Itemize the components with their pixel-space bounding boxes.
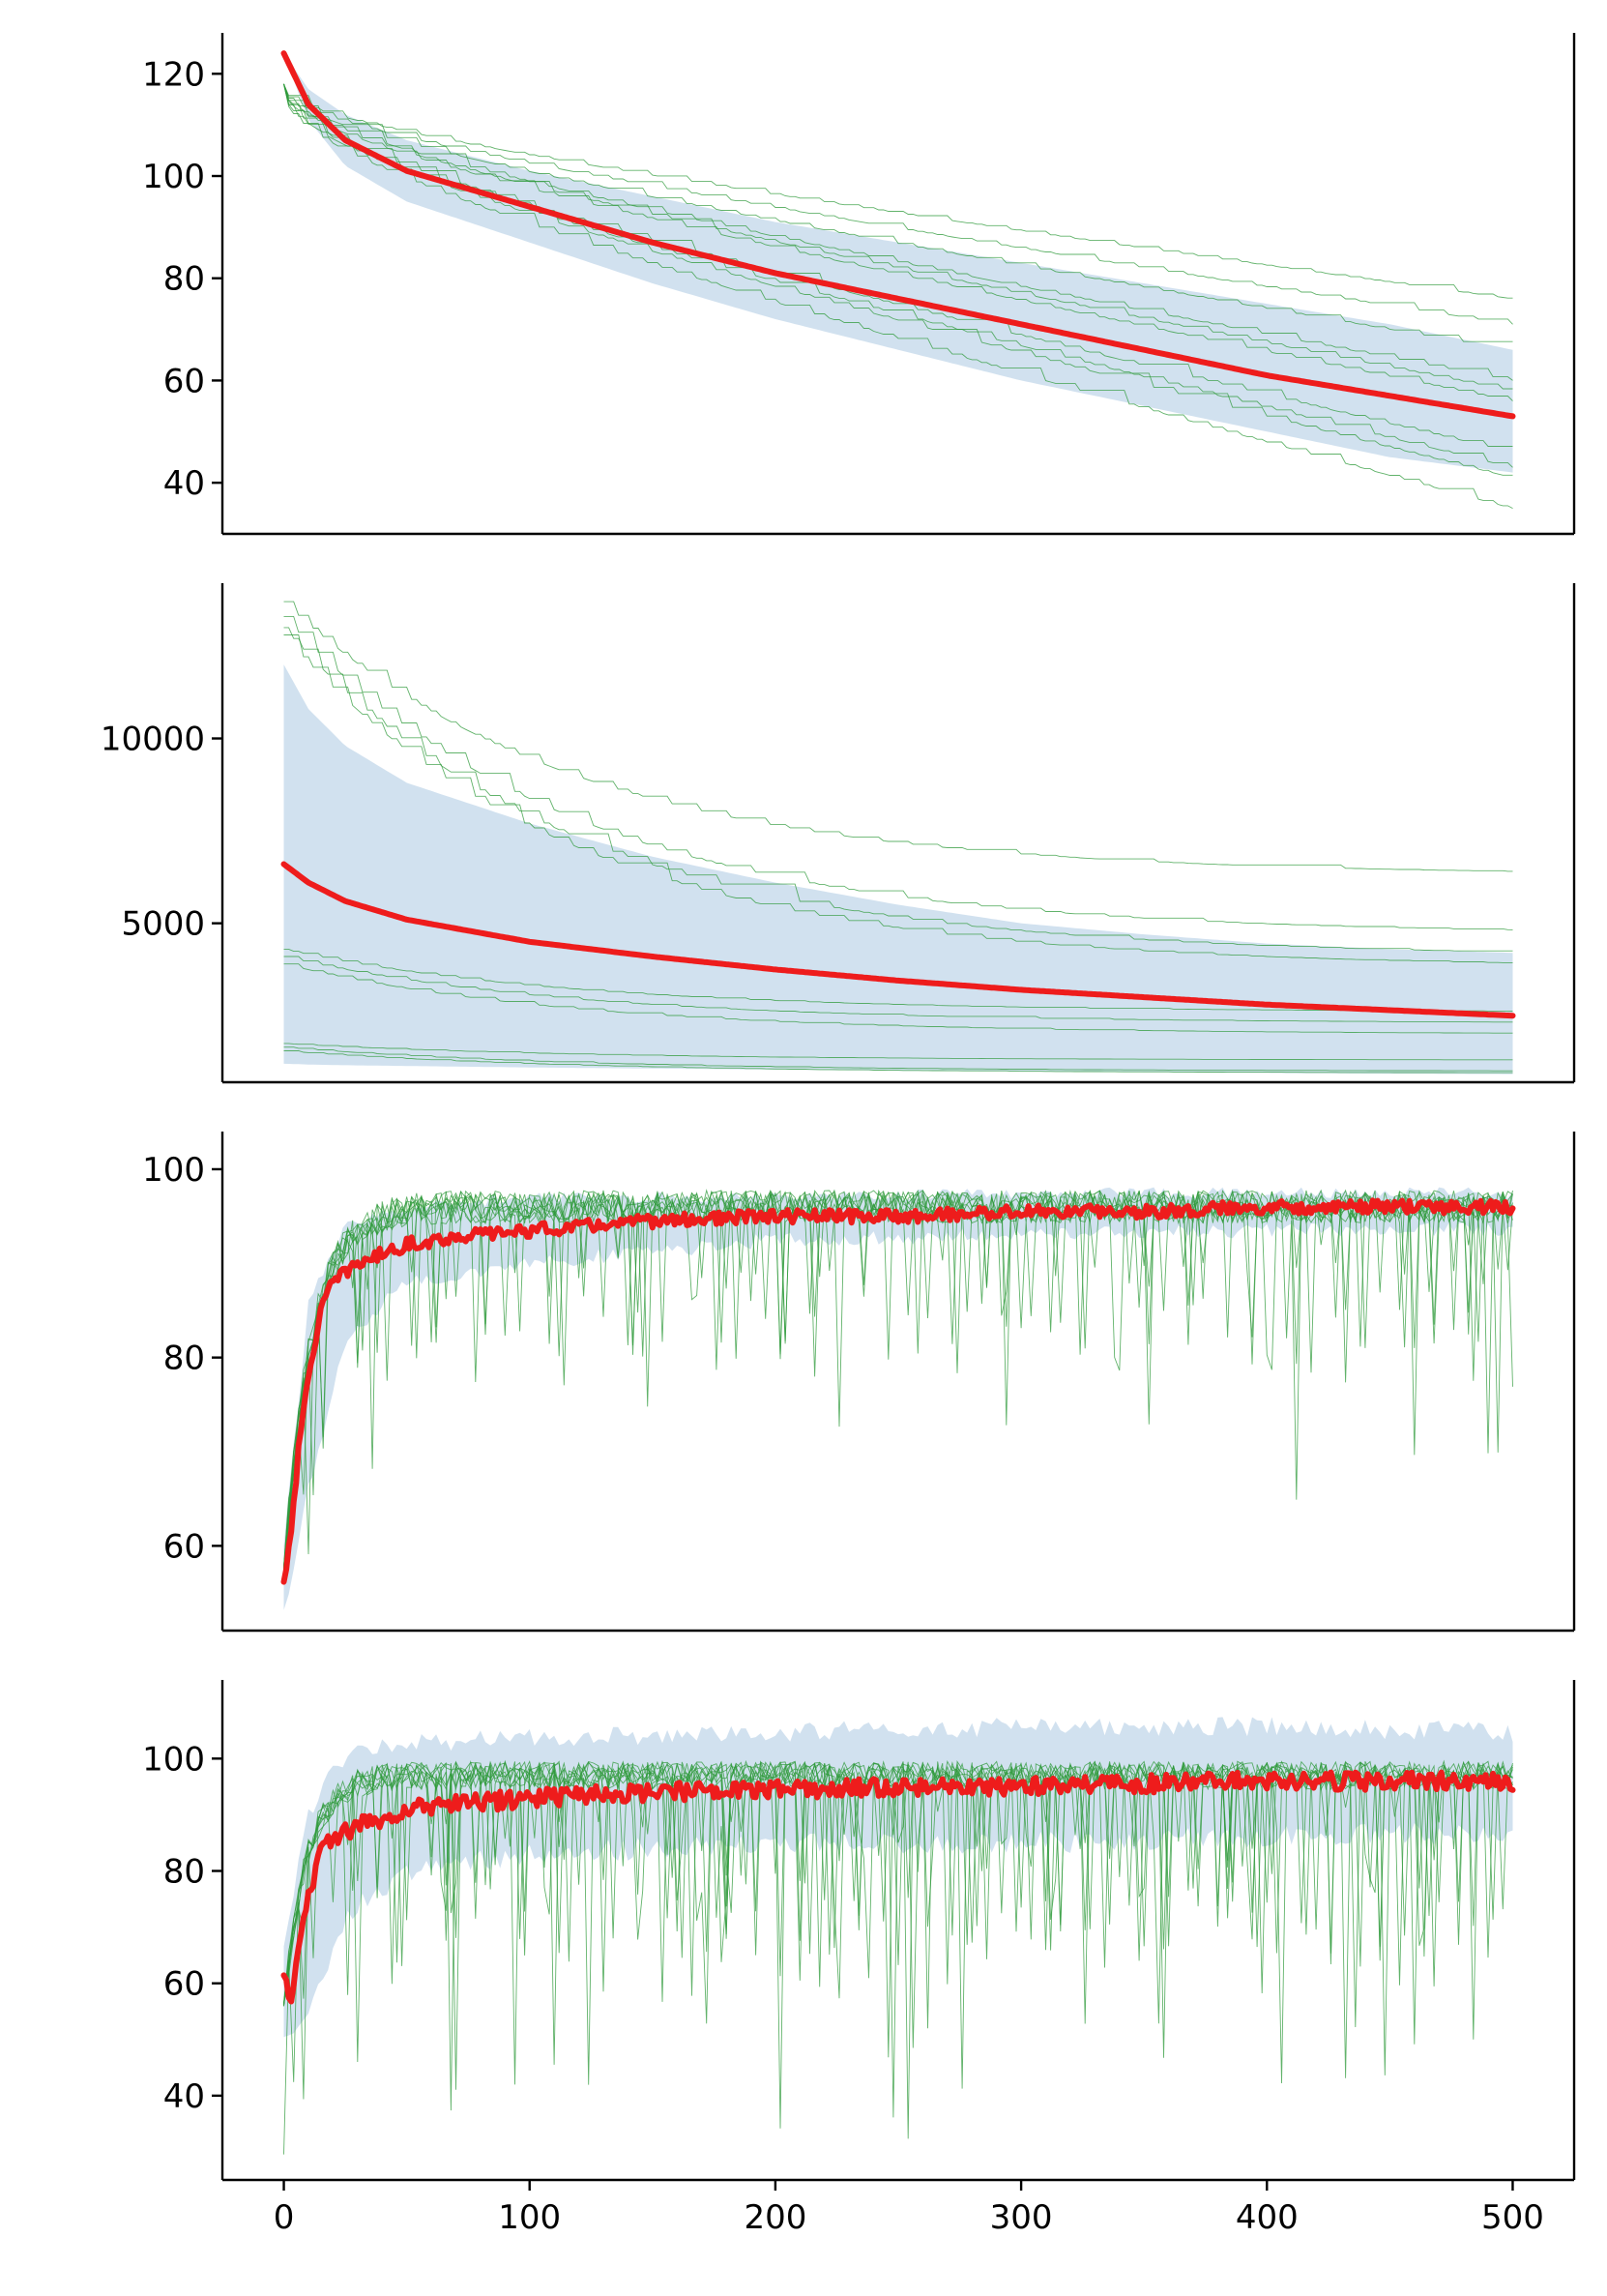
mean-line	[280, 1197, 1516, 1585]
y-tick-label: 60	[163, 362, 205, 400]
run-line-5	[283, 948, 1513, 1012]
run-line-6	[283, 83, 1513, 401]
run-line-10	[283, 1050, 1513, 1074]
plot-area	[280, 1187, 1516, 1610]
run-line-8	[283, 1759, 1513, 2090]
run-line-3	[283, 83, 1513, 342]
y-tick-label: 100	[142, 1740, 205, 1779]
y-tick-label: 120	[142, 55, 205, 94]
run-line-4	[283, 83, 1513, 381]
run-line-6	[283, 956, 1513, 1023]
std-band	[283, 53, 1513, 473]
run-line-7	[283, 963, 1513, 1034]
panel-4: 40 60 80 100 0 100 200 300 400 500	[142, 1680, 1576, 2237]
panel-1: 40 60 80 100 120	[142, 33, 1576, 536]
y-tick-label: 80	[163, 1339, 205, 1378]
run-line-9	[283, 1046, 1513, 1072]
y-tick-label: 40	[163, 2077, 205, 2116]
panels: 40 60 80 100 120 5000 10000 60 80 100 40 60 80 100 0 10…	[101, 33, 1576, 2237]
run-line-7	[283, 1759, 1513, 2118]
run-line-1	[283, 601, 1513, 872]
panel-2: 5000 10000	[101, 583, 1576, 1084]
mean-line	[280, 1769, 1516, 2005]
y-tick-label: 40	[163, 464, 205, 503]
run-line-3	[283, 627, 1513, 952]
y-tick-label: 10000	[101, 721, 205, 759]
x-tick-label: 500	[1481, 2198, 1544, 2237]
x-tick-label: 400	[1236, 2198, 1299, 2237]
y-tick-label: 60	[163, 1965, 205, 2004]
y-tick-label: 100	[142, 1151, 205, 1190]
run-line-2	[283, 615, 1513, 930]
x-tick-label: 300	[990, 2198, 1053, 2237]
run-line-8	[283, 1190, 1513, 1567]
std-band	[283, 664, 1513, 1074]
plot-area	[280, 1717, 1516, 2155]
x-tick-label: 0	[274, 2198, 295, 2237]
run-line-10	[283, 83, 1513, 509]
run-line-4	[283, 634, 1513, 963]
panel-3: 60 80 100	[142, 1132, 1576, 1633]
run-line-5	[283, 1759, 1513, 2078]
std-band	[283, 1187, 1513, 1610]
run-line-8	[283, 1043, 1513, 1061]
y-tick-label: 80	[163, 1853, 205, 1892]
x-tick-label: 200	[744, 2198, 806, 2237]
y-tick-label: 60	[163, 1527, 205, 1566]
plot-area	[280, 601, 1516, 1074]
y-tick-label: 100	[142, 158, 205, 196]
run-line-1	[283, 83, 1513, 299]
run-line-2	[283, 83, 1513, 325]
run-line-8	[283, 83, 1513, 468]
mean-line	[280, 50, 1516, 420]
y-tick-label: 5000	[121, 905, 205, 944]
plot-area	[280, 50, 1516, 509]
mean-line	[280, 861, 1516, 1019]
x-tick-label: 100	[498, 2198, 561, 2237]
run-line-7	[283, 83, 1513, 447]
y-tick-label: 80	[163, 260, 205, 299]
